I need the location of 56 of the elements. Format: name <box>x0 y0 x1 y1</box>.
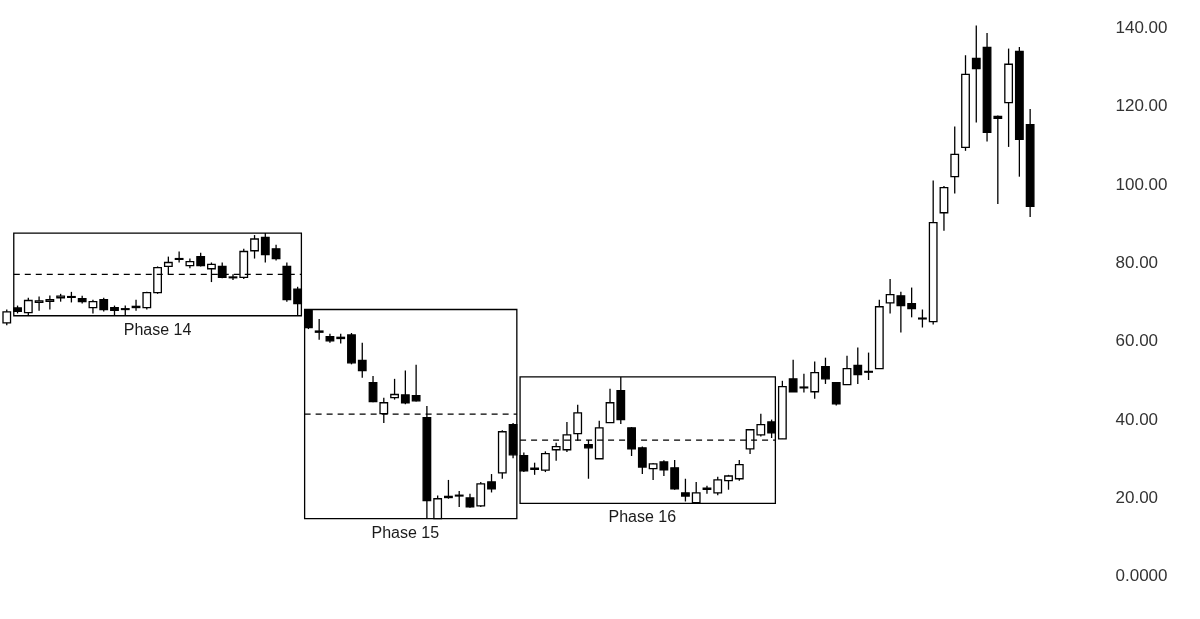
candlestick <box>551 442 561 462</box>
candlestick <box>734 459 744 482</box>
candlestick <box>713 476 723 496</box>
candlestick <box>810 360 820 400</box>
candlestick <box>228 273 238 281</box>
candlestick <box>821 357 830 385</box>
candlestick <box>788 359 798 393</box>
candlestick <box>444 479 453 500</box>
candlestick <box>799 373 809 394</box>
candlestick <box>293 286 303 317</box>
candlestick <box>918 308 927 329</box>
candlestick <box>605 387 615 424</box>
candlestick <box>767 418 777 439</box>
candlestick <box>400 369 410 405</box>
candlestick <box>691 481 701 505</box>
candlestick <box>379 397 389 424</box>
annotation: Phase 14 <box>123 320 192 338</box>
candlestick <box>411 364 421 403</box>
y-tick-label: 40.00 <box>1115 409 1159 429</box>
y-tick-label: 0.0000 <box>1115 566 1168 586</box>
y-tick-label: 60.00 <box>1115 331 1159 351</box>
candlestick <box>357 342 367 379</box>
candlestick <box>853 346 863 385</box>
annotation: Phase 16 <box>608 508 677 526</box>
candlestick <box>670 459 680 491</box>
candlestick <box>745 428 755 455</box>
candlestick <box>573 404 583 442</box>
candlestick <box>993 114 1003 205</box>
candlestick <box>864 351 873 381</box>
y-tick-label: 120.00 <box>1115 96 1168 116</box>
candlestick <box>260 232 270 264</box>
candlestick <box>314 318 324 341</box>
candlestick <box>907 286 917 318</box>
candlestick <box>487 473 496 494</box>
annotation: Phase 15 <box>371 523 440 541</box>
candlestick <box>390 378 399 401</box>
candlestick <box>627 426 636 457</box>
y-tick-label: 20.00 <box>1115 488 1159 508</box>
candlestick <box>702 485 712 495</box>
candlestick <box>540 450 550 473</box>
candlestick <box>681 478 690 503</box>
candlestick <box>584 439 593 480</box>
candlestick <box>23 297 33 317</box>
candlestick <box>950 125 960 195</box>
candlestick <box>250 234 259 260</box>
y-tick-label: 100.00 <box>1115 174 1168 194</box>
candlestick <box>174 250 184 264</box>
y-tick-label: 140.00 <box>1115 17 1168 37</box>
candlestick <box>303 308 313 330</box>
candlestick <box>207 261 216 283</box>
candlestick <box>368 375 378 403</box>
candlestick <box>476 481 486 508</box>
candlestick <box>637 445 647 475</box>
candlestick <box>433 494 443 520</box>
y-tick-label: 80.00 <box>1115 252 1159 272</box>
candlestick <box>971 24 981 124</box>
